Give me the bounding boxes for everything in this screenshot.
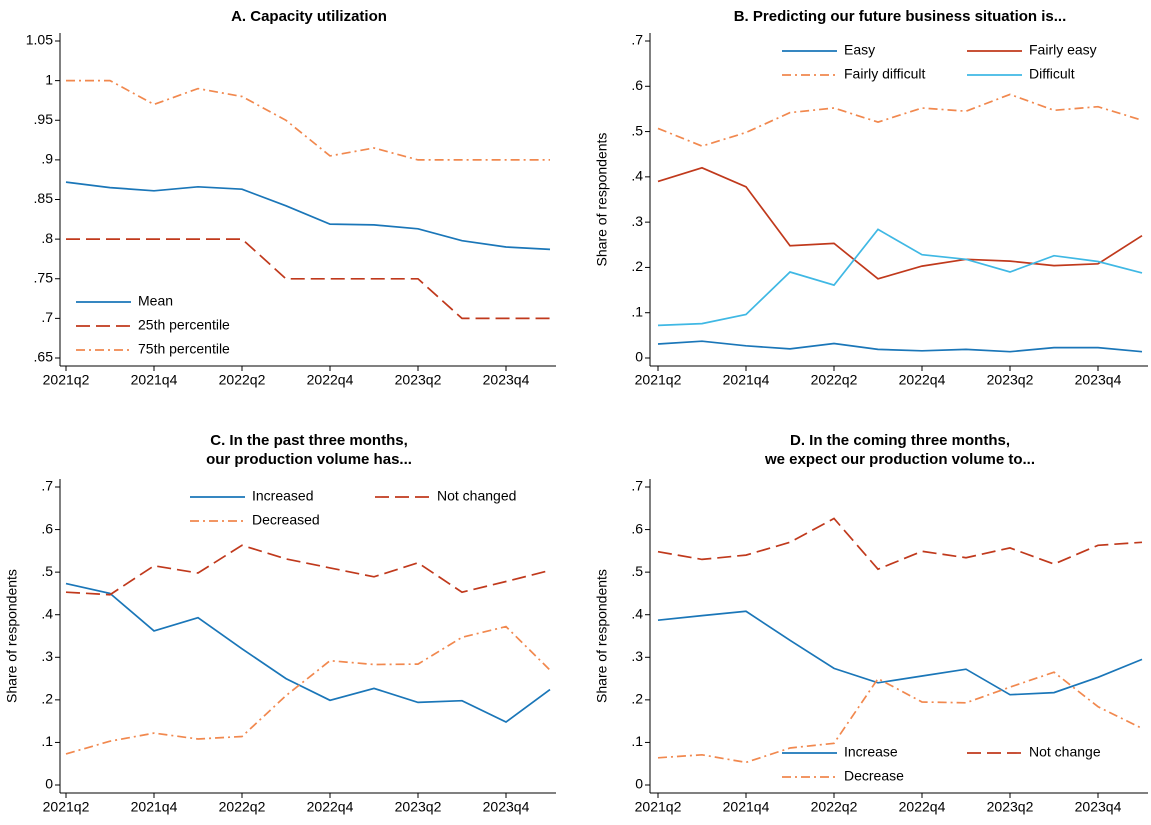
y-tick-label: .1 bbox=[631, 733, 643, 749]
x-tick-label: 2021q4 bbox=[723, 372, 770, 388]
legend-label: Difficult bbox=[1029, 66, 1075, 82]
x-tick-label: 2023q4 bbox=[1075, 799, 1122, 815]
y-tick-label: .4 bbox=[631, 168, 643, 184]
chart-title: C. In the past three months, bbox=[210, 432, 408, 449]
x-tick-label: 2023q2 bbox=[987, 799, 1034, 815]
series-line bbox=[657, 517, 1143, 571]
x-tick-label: 2022q4 bbox=[307, 372, 354, 388]
y-tick-label: .6 bbox=[41, 520, 53, 536]
y-tick-label: .7 bbox=[41, 478, 53, 494]
series-line bbox=[65, 544, 551, 596]
x-tick-label: 2021q4 bbox=[723, 799, 770, 815]
y-tick-label: 1.05 bbox=[26, 32, 53, 48]
series-line bbox=[66, 238, 550, 320]
y-axis-label: Share of respondents bbox=[594, 133, 610, 267]
legend-label: Fairly easy bbox=[1029, 42, 1097, 58]
x-tick-label: 2022q4 bbox=[307, 799, 354, 815]
y-tick-label: .1 bbox=[41, 733, 53, 749]
y-tick-label: .65 bbox=[34, 349, 54, 365]
x-tick-label: 2023q2 bbox=[395, 372, 442, 388]
y-tick-label: 1 bbox=[45, 71, 53, 87]
y-tick-label: .4 bbox=[41, 605, 53, 621]
legend-label: Fairly difficult bbox=[844, 66, 926, 82]
legend-label: 75th percentile bbox=[138, 341, 230, 357]
y-tick-label: .1 bbox=[631, 303, 643, 319]
legend-label: Decreased bbox=[252, 512, 320, 528]
x-tick-label: 2021q4 bbox=[131, 799, 178, 815]
y-tick-label: .2 bbox=[41, 691, 53, 707]
y-tick-label: .85 bbox=[34, 190, 54, 206]
y-tick-label: .5 bbox=[631, 563, 643, 579]
y-axis-label: Share of respondents bbox=[4, 569, 20, 703]
x-tick-label: 2021q2 bbox=[43, 799, 90, 815]
x-tick-label: 2022q4 bbox=[899, 372, 946, 388]
x-tick-label: 2022q2 bbox=[811, 799, 858, 815]
legend-label: Mean bbox=[138, 293, 173, 309]
series-line bbox=[657, 228, 1143, 327]
series-line bbox=[65, 625, 551, 755]
chart-title: our production volume has... bbox=[206, 451, 412, 468]
y-tick-label: .5 bbox=[41, 563, 53, 579]
series-line bbox=[657, 610, 1143, 696]
y-tick-label: .75 bbox=[34, 269, 54, 285]
y-axis-label: Share of respondents bbox=[594, 569, 610, 703]
x-tick-label: 2023q2 bbox=[987, 372, 1034, 388]
series-line bbox=[66, 79, 550, 161]
y-tick-label: .6 bbox=[631, 520, 643, 536]
series-line bbox=[65, 181, 551, 251]
x-tick-label: 2023q2 bbox=[395, 799, 442, 815]
y-tick-label: .8 bbox=[41, 230, 53, 246]
x-tick-label: 2023q4 bbox=[1075, 372, 1122, 388]
chart-title: A. Capacity utilization bbox=[231, 8, 387, 25]
series-line bbox=[65, 582, 551, 723]
chart-title: B. Predicting our future business situat… bbox=[734, 8, 1067, 25]
y-tick-label: .6 bbox=[631, 77, 643, 93]
legend-label: 25th percentile bbox=[138, 317, 230, 333]
chart-title: D. In the coming three months, bbox=[790, 432, 1010, 449]
x-tick-label: 2022q4 bbox=[899, 799, 946, 815]
y-tick-label: .3 bbox=[631, 213, 643, 229]
y-tick-label: 0 bbox=[45, 776, 53, 792]
x-tick-label: 2022q2 bbox=[219, 372, 266, 388]
y-tick-label: 0 bbox=[635, 776, 643, 792]
x-tick-label: 2023q4 bbox=[483, 799, 530, 815]
legend-label: Easy bbox=[844, 42, 875, 58]
y-tick-label: .95 bbox=[34, 111, 54, 127]
y-tick-label: .7 bbox=[41, 309, 53, 325]
x-tick-label: 2022q2 bbox=[811, 372, 858, 388]
x-tick-label: 2023q4 bbox=[483, 372, 530, 388]
y-tick-label: .2 bbox=[631, 691, 643, 707]
y-tick-label: .2 bbox=[631, 258, 643, 274]
x-tick-label: 2021q2 bbox=[635, 799, 682, 815]
legend-label: Not changed bbox=[437, 488, 516, 504]
series-line bbox=[657, 671, 1143, 764]
series-line bbox=[657, 340, 1143, 353]
series-line bbox=[657, 166, 1143, 280]
chart-title: we expect our production volume to... bbox=[764, 451, 1035, 468]
y-tick-label: .7 bbox=[631, 32, 643, 48]
legend-label: Increase bbox=[844, 744, 898, 760]
legend-label: Decrease bbox=[844, 768, 904, 784]
x-tick-label: 2021q2 bbox=[635, 372, 682, 388]
series-line bbox=[657, 93, 1143, 148]
y-tick-label: .9 bbox=[41, 151, 53, 167]
y-tick-label: .4 bbox=[631, 605, 643, 621]
legend-label: Increased bbox=[252, 488, 313, 504]
y-tick-label: 0 bbox=[635, 349, 643, 365]
legend-label: Not change bbox=[1029, 744, 1101, 760]
y-tick-label: .7 bbox=[631, 478, 643, 494]
y-tick-label: .5 bbox=[631, 122, 643, 138]
x-tick-label: 2021q4 bbox=[131, 372, 178, 388]
x-tick-label: 2022q2 bbox=[219, 799, 266, 815]
x-tick-label: 2021q2 bbox=[43, 372, 90, 388]
y-tick-label: .3 bbox=[41, 648, 53, 664]
y-tick-label: .3 bbox=[631, 648, 643, 664]
